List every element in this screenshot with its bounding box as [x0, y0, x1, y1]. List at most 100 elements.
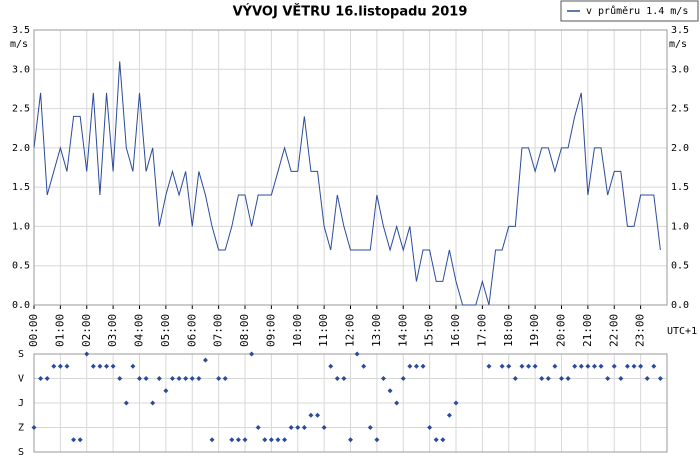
x-tick-label: 14:00	[396, 314, 409, 347]
direction-point	[143, 376, 149, 381]
direction-point	[644, 376, 650, 381]
x-tick-label: 03:00	[106, 314, 119, 347]
direction-point	[545, 376, 551, 381]
direction-point	[559, 376, 564, 381]
direction-point	[598, 363, 604, 369]
x-tick-label: 15:00	[423, 314, 436, 347]
y-tick-label-right: 0.0	[671, 300, 689, 311]
x-tick-label: 22:00	[607, 314, 620, 347]
direction-point	[71, 437, 77, 443]
x-tick-label: 13:00	[370, 314, 383, 347]
plot-frame	[33, 353, 668, 453]
direction-point	[216, 376, 222, 381]
direction-point	[631, 363, 637, 369]
direction-point	[189, 376, 195, 381]
direction-point	[249, 351, 255, 357]
y-tick-label: 0.0	[12, 300, 30, 311]
direction-point	[229, 437, 235, 443]
direction-point	[367, 425, 373, 430]
direction-point	[268, 437, 274, 443]
direction-point	[361, 363, 367, 369]
direction-point	[565, 376, 571, 381]
direction-point	[420, 363, 426, 369]
direction-point	[519, 363, 525, 369]
y-tick-label: S	[18, 447, 24, 458]
direction-point	[97, 363, 103, 369]
direction-point	[539, 376, 545, 381]
y-tick-label-right: 1.0	[671, 221, 689, 232]
direction-point	[84, 351, 90, 357]
direction-point	[499, 363, 505, 369]
y-tick-label: S	[18, 349, 24, 360]
y-unit: m/s	[10, 39, 28, 50]
direction-point	[315, 412, 321, 418]
direction-point	[183, 376, 189, 381]
direction-point	[275, 437, 281, 443]
y-unit-right: m/s	[669, 39, 687, 50]
direction-point	[387, 388, 393, 394]
direction-point	[572, 363, 578, 369]
x-tick-label: 04:00	[133, 314, 146, 347]
y-tick-label-right: 1.5	[671, 182, 689, 193]
direction-point	[591, 363, 597, 369]
x-tick-label: 06:00	[185, 314, 198, 347]
direction-point	[321, 425, 327, 430]
direction-point	[453, 400, 459, 406]
direction-point	[295, 425, 301, 430]
direction-point	[506, 363, 512, 369]
direction-point	[150, 400, 156, 406]
direction-point	[163, 388, 169, 394]
legend-label: v průměru 1.4 m/s	[586, 5, 688, 17]
direction-point	[394, 400, 400, 406]
x-tick-label: 23:00	[634, 314, 647, 347]
direction-point	[235, 437, 241, 443]
y-tick-label: Z	[18, 423, 24, 434]
y-tick-label: J	[18, 398, 24, 409]
direction-point	[202, 357, 208, 363]
direction-point	[282, 437, 288, 443]
direction-point	[77, 437, 83, 443]
direction-point	[427, 425, 433, 430]
direction-point	[104, 363, 110, 369]
direction-point	[57, 363, 63, 369]
direction-point	[38, 376, 44, 381]
direction-point	[433, 437, 439, 443]
direction-point	[334, 376, 340, 381]
x-tick-label: 19:00	[528, 314, 541, 347]
y-tick-label-right: 2.5	[671, 104, 689, 115]
direction-point	[341, 376, 347, 381]
timezone-note: UTC+1	[667, 326, 697, 337]
x-tick-label: 17:00	[475, 314, 488, 347]
x-tick-label: 10:00	[291, 314, 304, 347]
chart-title: VÝVOJ VĚTRU 16.listopadu 2019	[233, 4, 468, 20]
plot-frame	[33, 29, 668, 306]
direction-point	[255, 425, 261, 430]
y-tick-label: 2.5	[12, 104, 30, 115]
direction-point	[440, 437, 446, 443]
x-tick-label: 16:00	[449, 314, 462, 347]
direction-point	[624, 363, 630, 369]
x-tick-label: 18:00	[502, 314, 515, 347]
direction-point	[301, 425, 307, 430]
x-tick-label: 11:00	[317, 314, 330, 347]
x-tick-label: 05:00	[159, 314, 172, 347]
direction-point	[526, 363, 532, 369]
direction-point	[657, 376, 663, 381]
direction-point	[51, 363, 57, 369]
direction-point	[110, 363, 116, 369]
direction-point	[407, 363, 413, 369]
direction-point	[117, 376, 123, 381]
direction-point	[486, 363, 492, 369]
direction-point	[354, 351, 360, 357]
direction-point	[196, 376, 202, 381]
y-tick-label: 0.5	[12, 261, 30, 272]
y-tick-label-right: 3.0	[671, 64, 689, 75]
x-tick-label: 08:00	[238, 314, 251, 347]
y-tick-label: 2.0	[12, 143, 30, 154]
direction-point	[209, 437, 215, 443]
y-tick-label-right: 0.5	[671, 261, 689, 272]
x-tick-label: 07:00	[212, 314, 225, 347]
x-tick-label: 00:00	[27, 314, 40, 347]
direction-point	[651, 363, 657, 369]
